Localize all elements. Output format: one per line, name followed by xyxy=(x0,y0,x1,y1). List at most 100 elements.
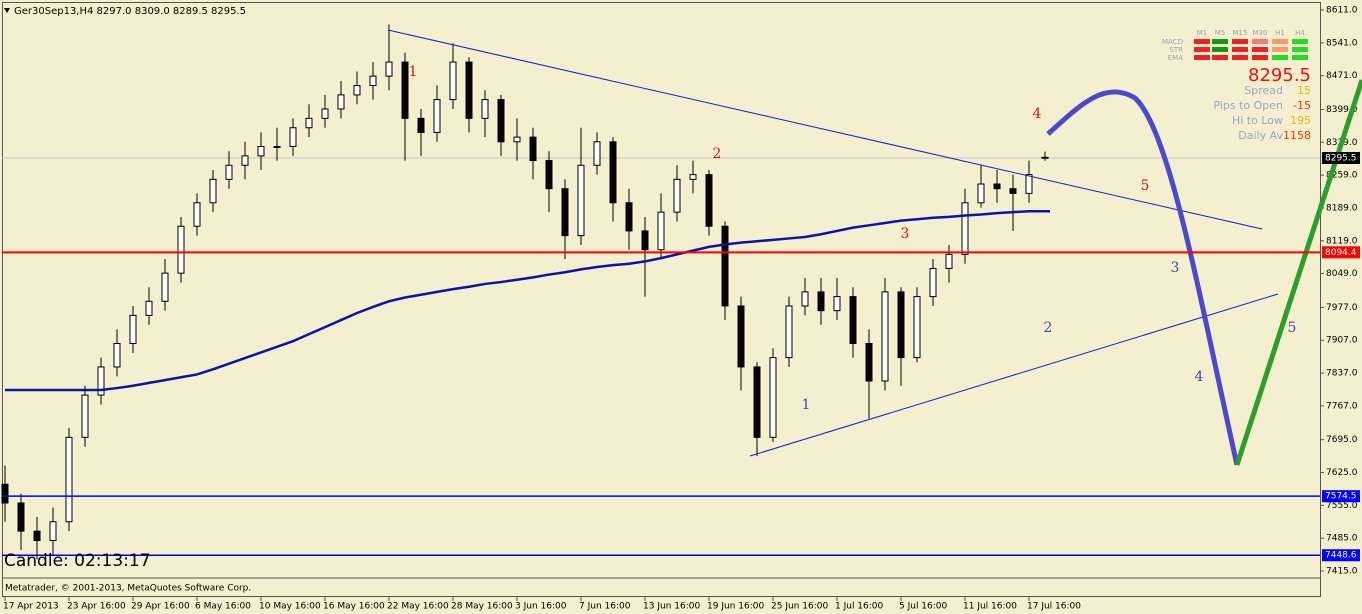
candle-body xyxy=(593,141,601,166)
y-tick-label: 8189.0 xyxy=(1326,203,1358,213)
x-tick-label: 5 Jul 16:00 xyxy=(899,602,948,612)
candle-body xyxy=(993,183,1001,190)
price-tag-label: 8295.5 xyxy=(1325,153,1357,163)
candle-body xyxy=(289,127,297,147)
candles xyxy=(1,24,1050,560)
y-tick-label: 7907.0 xyxy=(1326,336,1358,346)
candle-body xyxy=(449,61,457,101)
x-tick-label: 13 Jun 16:00 xyxy=(643,602,700,612)
candle-body xyxy=(465,61,473,119)
stat-value: -15 xyxy=(1293,99,1311,112)
candle-body xyxy=(721,225,729,307)
x-tick-label: 10 May 16:00 xyxy=(259,602,321,612)
candle-body xyxy=(977,183,985,204)
signal-box xyxy=(1272,55,1288,60)
candle-body xyxy=(689,174,697,180)
candle-body xyxy=(305,117,313,129)
candle-body xyxy=(753,366,761,438)
trend-line xyxy=(387,29,1263,230)
price-tag xyxy=(1322,490,1360,503)
candle-body xyxy=(225,164,233,180)
x-tick-label: 1 Jul 16:00 xyxy=(835,602,884,612)
wave-label: 3 xyxy=(1171,260,1180,276)
signal-box xyxy=(1252,55,1268,60)
candle-body xyxy=(209,178,217,204)
indicator-label: EMA xyxy=(1168,54,1183,62)
y-tick-label: 7977.0 xyxy=(1326,303,1358,313)
candle-body xyxy=(513,136,521,143)
candle-body xyxy=(321,108,329,119)
candle-body xyxy=(193,202,201,227)
candle-body xyxy=(577,164,585,237)
candle-body xyxy=(177,225,185,274)
signal-box xyxy=(1232,47,1248,52)
candle-body xyxy=(33,530,41,542)
y-tick-label: 7695.0 xyxy=(1326,435,1358,445)
signal-box xyxy=(1272,47,1288,52)
y-tick-label: 8541.0 xyxy=(1326,38,1358,48)
wave-label: 3 xyxy=(901,226,910,242)
candle-body xyxy=(113,343,121,368)
candle-body xyxy=(337,94,345,110)
wave-label: 1 xyxy=(409,64,418,80)
candle-body xyxy=(1025,174,1033,194)
wave-label: 4 xyxy=(1033,106,1042,122)
x-tick-label: 17 Jul 16:00 xyxy=(1027,602,1081,612)
wave-label: 2 xyxy=(1044,320,1053,336)
timeframe-label: M1 xyxy=(1197,29,1208,37)
wave-label: 2 xyxy=(713,146,722,162)
candle-body xyxy=(529,136,537,162)
candle-body xyxy=(657,211,665,251)
signal-box xyxy=(1212,47,1228,52)
candle-body xyxy=(929,267,937,298)
candle-body xyxy=(145,300,153,316)
candle-body xyxy=(545,160,553,190)
axes: 8611.08541.08471.08399.08329.08259.08189… xyxy=(3,6,1358,612)
candle-body xyxy=(881,291,889,382)
y-tick-label: 7625.0 xyxy=(1326,468,1358,478)
candle-body xyxy=(913,296,921,359)
candle-body xyxy=(241,155,249,166)
signal-box xyxy=(1272,39,1288,44)
candle-body xyxy=(161,272,169,302)
candle-body xyxy=(945,253,953,269)
last-price: 8295.5 xyxy=(1248,65,1311,86)
candle-body xyxy=(481,99,489,119)
candle-body xyxy=(353,85,361,96)
x-tick-label: 7 Jun 16:00 xyxy=(579,602,631,612)
y-tick-label: 7767.0 xyxy=(1326,401,1358,411)
price-tag xyxy=(1322,549,1360,562)
indicator-label: MACD xyxy=(1162,38,1183,46)
stat-value: 1158 xyxy=(1283,129,1311,142)
x-tick-label: 19 Jun 16:00 xyxy=(707,602,764,612)
signal-box xyxy=(1232,55,1248,60)
y-tick-label: 7837.0 xyxy=(1326,369,1358,379)
x-tick-label: 29 Apr 16:00 xyxy=(131,602,190,612)
candle-body xyxy=(817,291,825,312)
stat-label: Hi to Low xyxy=(1232,114,1283,127)
x-tick-label: 6 May 16:00 xyxy=(195,602,251,612)
candle-body xyxy=(385,61,393,77)
price-tag xyxy=(1322,246,1360,259)
candle-body xyxy=(257,145,265,157)
candle-body xyxy=(561,188,569,237)
candle-body xyxy=(609,141,617,204)
trend-line xyxy=(749,293,1279,457)
stat-value: 15 xyxy=(1297,84,1311,97)
signal-box xyxy=(1232,39,1248,44)
moving-average xyxy=(5,209,1050,392)
price-tag-label: 7574.5 xyxy=(1325,492,1357,502)
y-tick-label: 8259.0 xyxy=(1326,171,1358,181)
wave-label: 4 xyxy=(1195,369,1204,385)
candle-body xyxy=(625,202,633,232)
candle-timer: Candle: 02:13:17 xyxy=(4,551,151,571)
candle-body xyxy=(705,174,713,227)
overlay: 8094.4 7574.5 7448.6 8295.5 1 2 3 4 5 1 2 3 4 5 M1 M5 M1… xyxy=(2,29,1360,562)
y-tick-label: 7485.0 xyxy=(1326,534,1358,544)
candle-body xyxy=(49,521,57,542)
candle-body xyxy=(865,343,873,382)
timeframe-label: H1 xyxy=(1275,29,1285,37)
y-tick-label: 8119.0 xyxy=(1326,236,1358,246)
